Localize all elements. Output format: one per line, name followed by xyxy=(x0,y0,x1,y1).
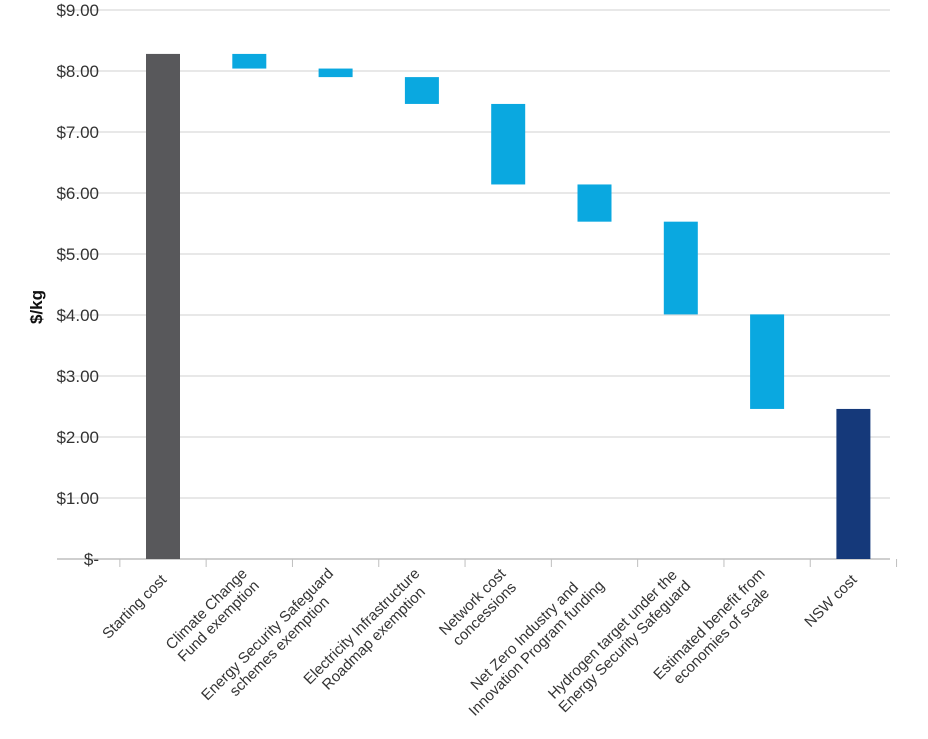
y-axis-label: $/kg xyxy=(27,290,46,324)
x-tick-label: Network costconcessions xyxy=(436,565,522,651)
y-tick-label: $8.00 xyxy=(56,62,99,81)
gridlines xyxy=(57,9,898,567)
waterfall-bar xyxy=(146,53,180,560)
y-tick-label: $2.00 xyxy=(56,428,99,447)
waterfall-bar xyxy=(404,77,439,104)
x-tick-label: Starting cost xyxy=(99,571,171,643)
y-tick-label: $- xyxy=(84,550,99,569)
y-tick-label: $1.00 xyxy=(56,489,99,508)
waterfall-bar xyxy=(318,68,353,78)
y-tick-label: $4.00 xyxy=(56,306,99,325)
x-tick-label-line: Starting cost xyxy=(99,571,171,643)
x-tick-label-line: NSW cost xyxy=(801,571,861,631)
waterfall-bar xyxy=(577,184,612,222)
waterfall-bar xyxy=(232,53,267,69)
y-tick-label: $9.00 xyxy=(56,1,99,20)
x-tick-label-line: Roadmap exemption xyxy=(319,584,429,694)
y-tick-label: $6.00 xyxy=(56,184,99,203)
y-tick-label: $3.00 xyxy=(56,367,99,386)
y-tick-label: $7.00 xyxy=(56,123,99,142)
waterfall-bar xyxy=(663,221,698,315)
waterfall-bar xyxy=(491,103,526,185)
bars xyxy=(146,53,871,560)
y-tick-label: $5.00 xyxy=(56,245,99,264)
y-tick-labels: $- $1.00 $2.00 $3.00 $4.00 $5.00 $6.00 $7.00 $8.… xyxy=(56,1,99,569)
waterfall-bar xyxy=(836,408,871,559)
x-tick-label: NSW cost xyxy=(801,571,861,631)
waterfall-bar xyxy=(750,314,785,409)
